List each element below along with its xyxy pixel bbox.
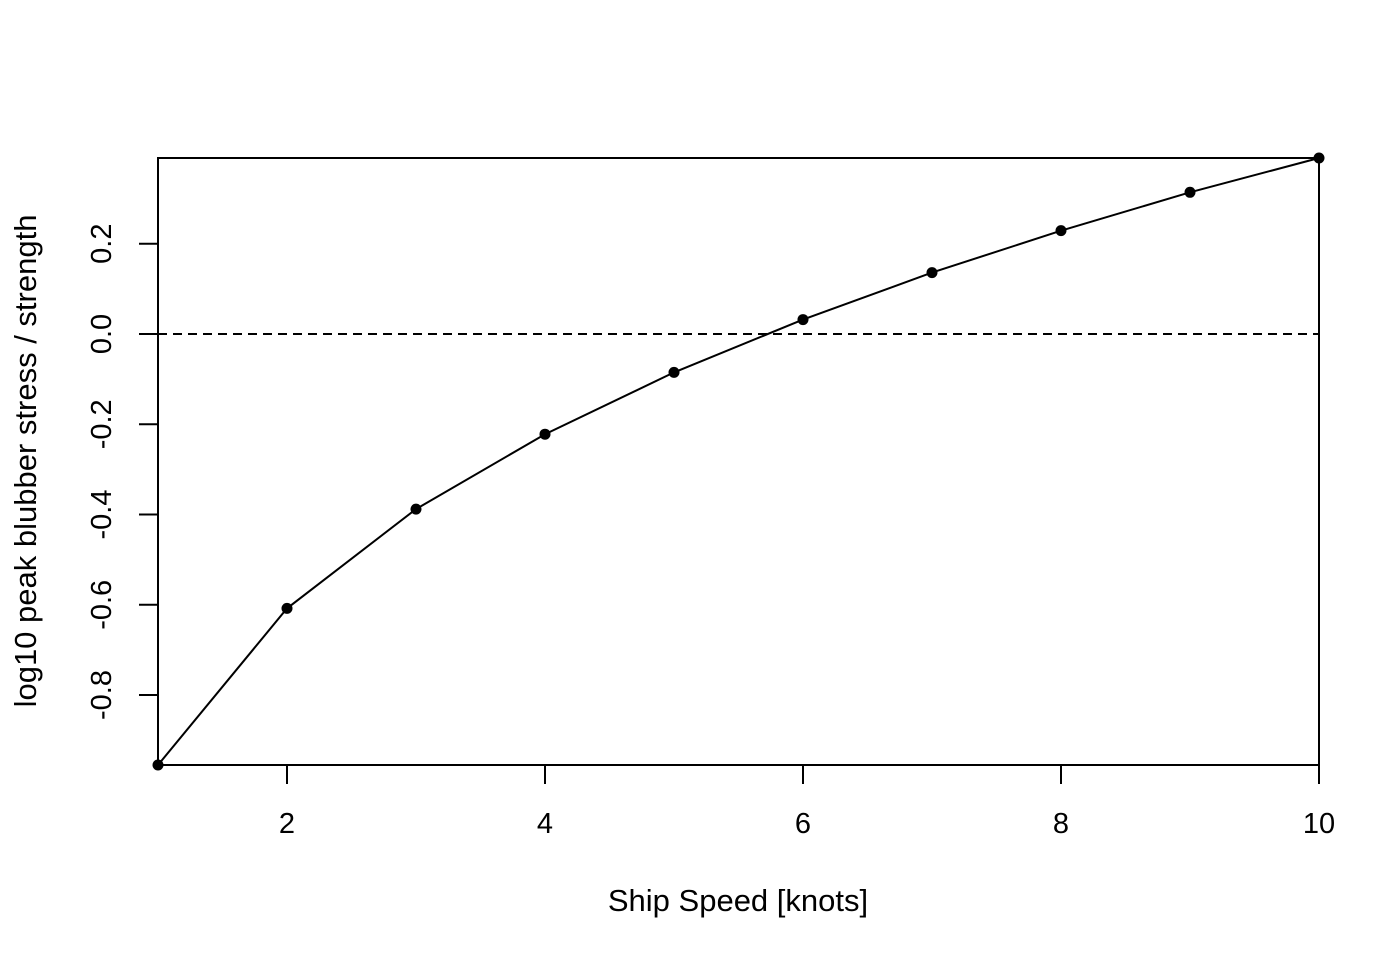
series-layer: [152, 152, 1325, 771]
x-tick-label: 8: [1053, 808, 1069, 840]
y-tick-label: -0.8: [86, 670, 118, 720]
y-axis: -0.8 -0.6 -0.4 -0.2 0.0 0.2: [86, 224, 159, 720]
x-tick-label: 2: [279, 808, 295, 840]
x-tick-label: 10: [1303, 808, 1335, 840]
data-point-0-4: [668, 366, 680, 378]
plot-frame: [157, 157, 1320, 766]
x-tick-label: 6: [795, 808, 811, 840]
y-tick-label: 0.0: [86, 314, 118, 354]
data-point-0-1: [281, 602, 293, 614]
data-point-0-2: [410, 503, 422, 515]
data-point-0-5: [797, 314, 809, 326]
y-tick-label: -0.4: [86, 490, 118, 540]
data-point-0-8: [1184, 186, 1196, 198]
data-point-0-3: [539, 428, 551, 440]
data-point-0-0: [152, 759, 164, 771]
data-point-0-6: [926, 267, 938, 279]
x-tick-label: 4: [537, 808, 553, 840]
y-tick-label: -0.6: [86, 580, 118, 630]
data-point-0-7: [1055, 225, 1067, 237]
y-tick-label: 0.2: [86, 224, 118, 264]
series-line-0: [157, 157, 1320, 766]
y-axis-title: log10 peak blubber stress / strength: [8, 215, 43, 708]
x-axis-title: Ship Speed [knots]: [608, 883, 868, 918]
y-tick-label: -0.2: [86, 399, 118, 449]
data-point-0-9: [1313, 152, 1325, 164]
x-axis: 2 4 6 8 10: [279, 764, 1335, 840]
